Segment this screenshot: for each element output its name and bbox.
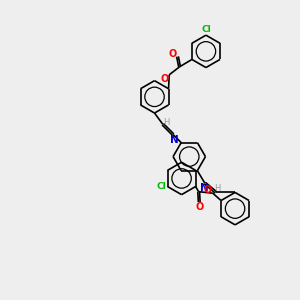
Text: Cl: Cl xyxy=(201,26,211,34)
Text: O: O xyxy=(204,184,212,195)
Text: O: O xyxy=(161,74,169,84)
Text: H: H xyxy=(163,118,170,127)
Text: N: N xyxy=(169,135,178,145)
Text: N: N xyxy=(200,183,208,193)
Text: O: O xyxy=(196,202,204,212)
Text: Cl: Cl xyxy=(156,182,166,191)
Text: H: H xyxy=(214,184,220,194)
Text: O: O xyxy=(169,49,177,58)
